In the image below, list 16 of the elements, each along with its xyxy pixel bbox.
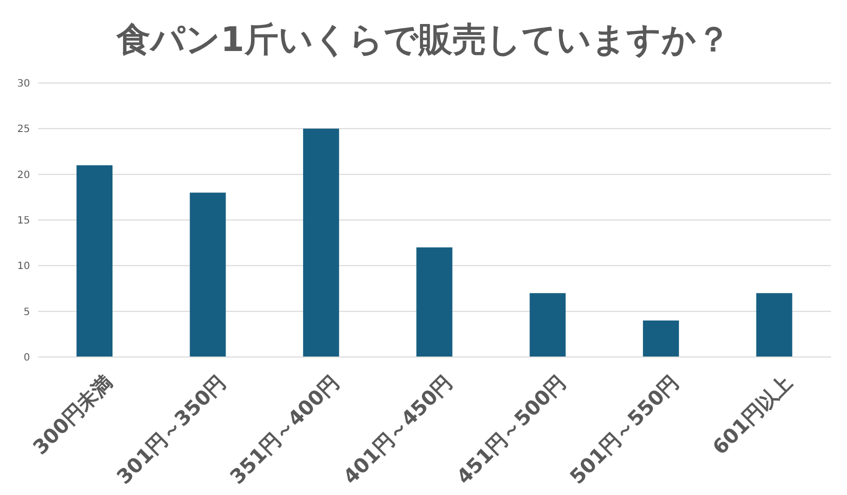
bar <box>530 293 566 357</box>
y-tick-label: 20 <box>17 170 30 181</box>
x-tick-label: 601円以上 <box>708 370 797 460</box>
bar <box>303 128 340 357</box>
bar <box>642 320 679 357</box>
bar <box>416 247 452 357</box>
y-tick-label: 0 <box>24 352 30 364</box>
y-tick-label: 25 <box>17 124 30 136</box>
bar <box>756 293 792 357</box>
chart-title: 食パン1斤いくらで販売していますか？ <box>115 19 732 62</box>
y-tick-label: 30 <box>17 78 30 90</box>
y-tick-label: 15 <box>17 216 30 227</box>
y-tick-label: 5 <box>24 306 30 318</box>
y-tick-label: 10 <box>17 261 30 272</box>
bar <box>190 192 226 357</box>
bar <box>76 165 113 357</box>
